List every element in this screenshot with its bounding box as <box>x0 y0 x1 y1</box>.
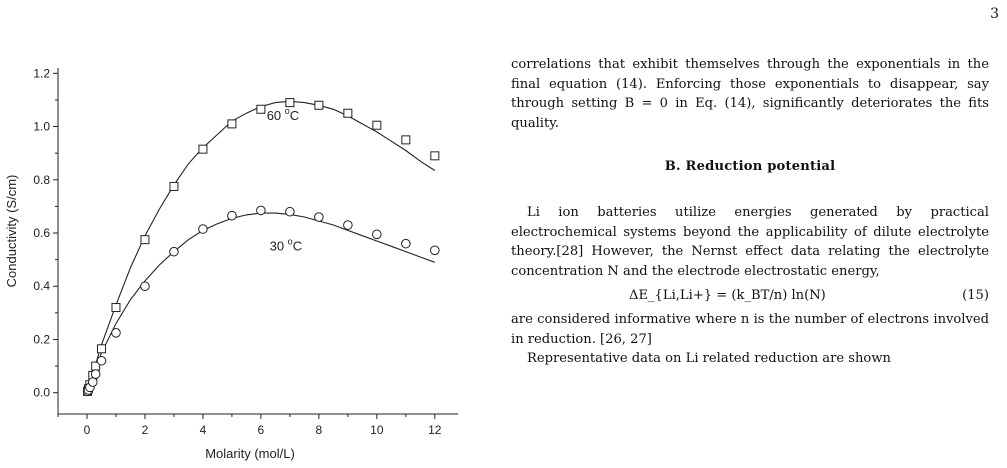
x-axis-title: Molarity (mol/L) <box>205 446 295 461</box>
conductivity-figure: 0 2 4 6 8 10 12 0.0 0.2 0.4 0.6 0.8 1.0 1.2 Molarity (… <box>0 52 470 468</box>
x-tick-label: 12 <box>428 423 442 437</box>
circle-marker <box>227 210 237 221</box>
square-marker <box>198 144 208 154</box>
circle-marker <box>343 220 353 230</box>
square-marker <box>256 104 266 114</box>
series-label-value: 60 <box>267 108 285 123</box>
page-number: 3 <box>990 6 999 22</box>
series-label: 60 oC <box>267 106 299 123</box>
x-tick-label: 8 <box>316 423 323 437</box>
fit-curve <box>86 212 435 393</box>
y-tick-label: 0.6 <box>33 226 50 240</box>
circle-marker <box>169 246 179 257</box>
x-tick-label: 10 <box>370 423 384 437</box>
circle-marker <box>372 229 382 240</box>
y-tick-label: 0.4 <box>33 279 50 293</box>
equation-body: ΔE_{Li,Li+} = (k_BT/n) ln(N) <box>629 288 826 304</box>
equation-number: (15) <box>962 288 989 304</box>
x-tick-label: 6 <box>258 423 265 437</box>
series-label-value: 30 <box>270 238 288 253</box>
square-marker <box>111 303 121 313</box>
square-marker <box>140 235 150 245</box>
circle-marker <box>256 205 266 216</box>
circle-marker <box>90 369 101 379</box>
circle-marker <box>285 206 295 217</box>
paragraph-li-ion: Li ion batteries utilize energies genera… <box>511 204 989 279</box>
y-tick-label: 0.2 <box>33 332 50 346</box>
y-tick-label: 0.8 <box>33 173 50 187</box>
square-marker <box>430 151 440 161</box>
x-tick-label: 4 <box>200 423 207 437</box>
fit-curves <box>86 100 436 393</box>
series-label-unit: C <box>293 238 302 253</box>
square-marker <box>372 120 382 130</box>
circle-marker <box>111 328 121 338</box>
square-marker <box>343 108 353 118</box>
circle-marker <box>140 281 150 292</box>
y-axis-title: Conductivity (S/cm) <box>4 175 19 288</box>
square-marker <box>285 98 295 108</box>
series-label-degree: o <box>285 106 290 116</box>
data-points <box>82 98 440 397</box>
y-tick-label: 1.0 <box>33 120 50 134</box>
conductivity-chart: 0 2 4 6 8 10 12 0.0 0.2 0.4 0.6 0.8 1.0 1.2 Molarity (… <box>4 66 458 461</box>
circle-marker <box>314 212 324 222</box>
circle-marker <box>430 245 440 256</box>
series-label-degree: o <box>288 236 293 246</box>
square-marker <box>169 181 179 191</box>
body-text-column: correlations that exhibit themselves thr… <box>511 55 989 369</box>
equation-15: ΔE_{Li,Li+} = (k_BT/n) ln(N) (15) <box>511 286 989 306</box>
paragraph-continuation: correlations that exhibit themselves thr… <box>511 57 989 131</box>
series-label-unit: C <box>290 108 299 123</box>
square-marker <box>96 344 106 354</box>
circle-marker <box>401 238 411 249</box>
paragraph-informative: are considered informative where n is th… <box>511 311 989 347</box>
axes: 0 2 4 6 8 10 12 0.0 0.2 0.4 0.6 0.8 1.0 1.2 Molarity (… <box>4 66 458 461</box>
square-marker <box>401 135 411 145</box>
square-marker <box>314 100 324 110</box>
circle-marker <box>198 224 208 234</box>
series-label: 30 oC <box>270 236 302 253</box>
x-tick-label: 0 <box>84 423 91 437</box>
circle-marker <box>96 355 107 366</box>
x-tick-label: 2 <box>142 423 149 437</box>
y-tick-label: 1.2 <box>33 66 50 80</box>
square-marker <box>227 119 237 129</box>
section-heading: B. Reduction potential <box>664 159 836 175</box>
paragraph-representative: Representative data on Li related reduct… <box>527 351 891 367</box>
y-tick-label: 0.0 <box>33 386 50 400</box>
fit-curve <box>86 100 436 393</box>
circle-marker <box>87 377 98 387</box>
